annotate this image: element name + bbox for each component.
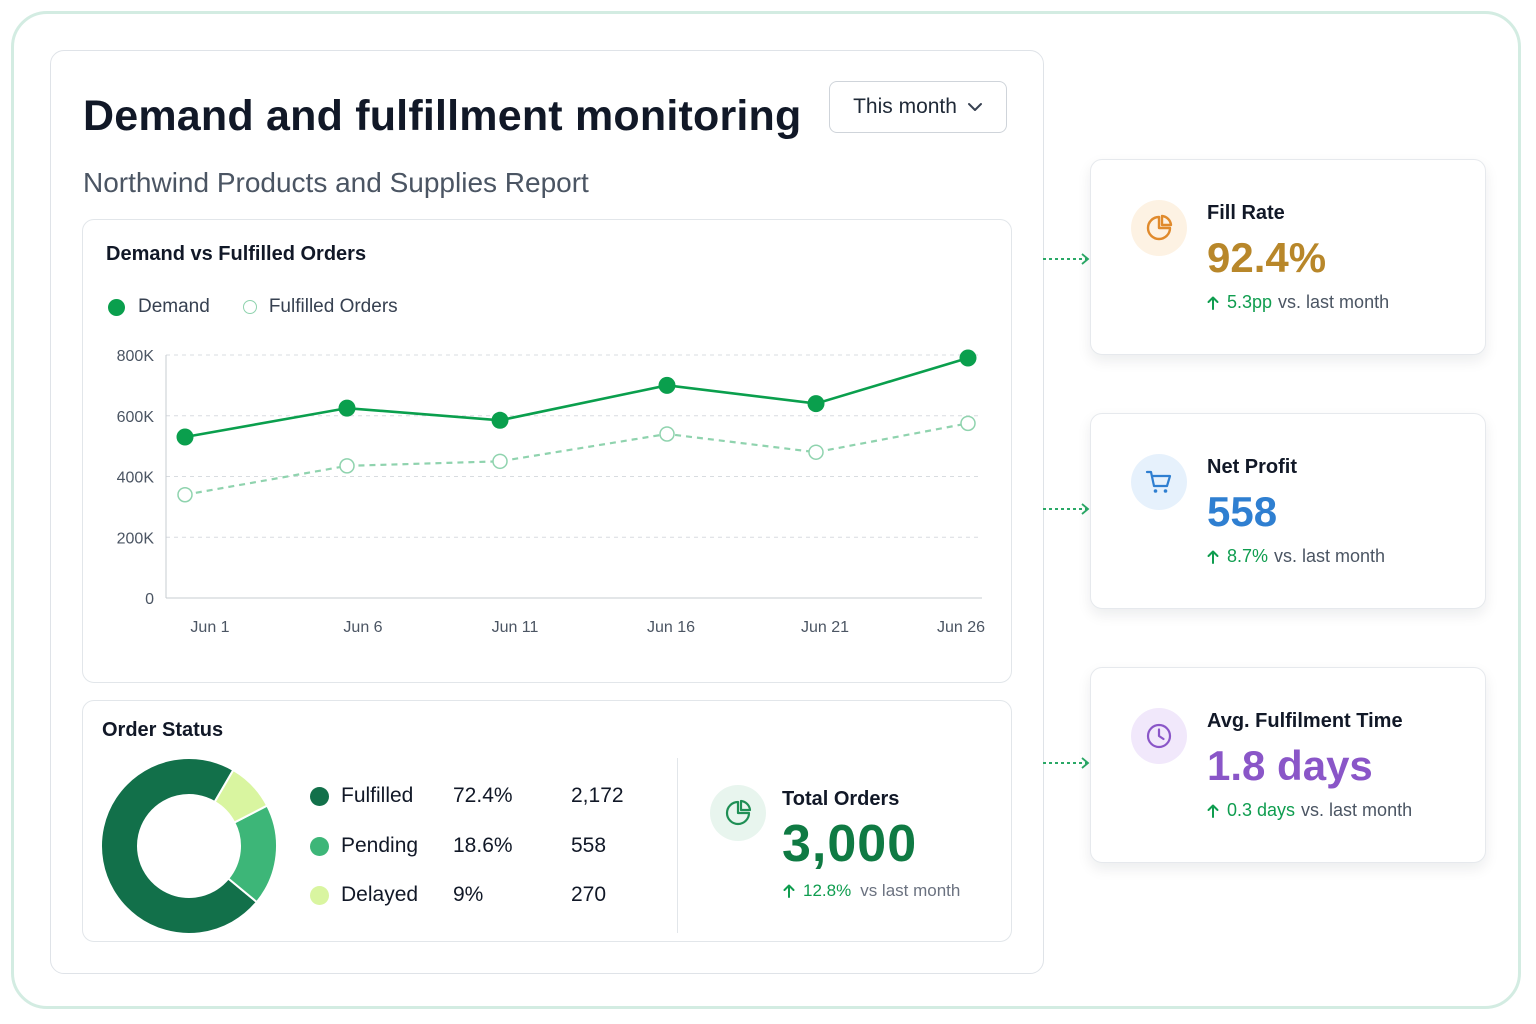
y-tick-label: 600K [117, 409, 155, 426]
connector-arrow [1043, 503, 1090, 515]
delta-suffix: vs. last month [1278, 292, 1390, 312]
demand-line [184, 356, 969, 439]
delta-value: 12.8% [803, 881, 852, 900]
outer-frame [11, 11, 1521, 1009]
fulfilled-orders-point [177, 486, 193, 503]
status-row-delayed: Delayed 9% 270 [310, 883, 606, 907]
total-orders-delta: 12.8% vs last month [783, 881, 960, 901]
status-label: Fulfilled [341, 784, 414, 807]
y-tick-label: 0 [145, 591, 154, 608]
connector-arrow [1043, 757, 1090, 769]
kpi-label: Fill Rate [1207, 202, 1285, 224]
connector-arrow [1043, 253, 1090, 265]
arrow-up-icon [1207, 296, 1219, 310]
y-tick-label: 400K [117, 470, 155, 487]
x-tick-label: Jun 26 [937, 619, 985, 636]
kpi-card-fulfilment-time[interactable]: Avg. Fulfilment Time 1.8 days 0.3 days v… [1090, 667, 1486, 863]
arrow-up-icon [1207, 804, 1219, 818]
fulfilled-orders-point [492, 453, 508, 470]
y-tick-label: 800K [117, 348, 155, 365]
status-dot [310, 836, 329, 856]
delta-value: 8.7% [1227, 546, 1269, 566]
status-label: Pending [341, 834, 419, 857]
demand-point [338, 399, 356, 417]
period-select[interactable]: This month [829, 81, 1007, 133]
kpi-label: Avg. Fulfilment Time [1207, 710, 1403, 732]
demand-point [176, 428, 194, 446]
status-percent: 9% [453, 883, 484, 906]
x-tick-label: Jun 6 [343, 619, 382, 636]
delta-value: 0.3 days [1227, 800, 1296, 820]
line-chart-panel [82, 219, 1012, 683]
page-subtitle: Northwind Products and Supplies Report [83, 167, 589, 198]
clock-icon [1131, 708, 1187, 764]
kpi-delta: 5.3pp vs. last month [1207, 292, 1389, 313]
legend-dot-hollow [242, 300, 257, 314]
fulfilled-orders-point [659, 426, 675, 442]
kpi-value: 92.4% [1207, 234, 1327, 281]
status-label: Delayed [341, 883, 419, 906]
legend-item-fulfilled: Fulfilled Orders [242, 296, 398, 318]
donut-chart [100, 757, 278, 935]
chevron-down-icon [967, 103, 982, 111]
delta-suffix: vs. last month [1274, 546, 1386, 566]
y-tick-label: 200K [117, 530, 155, 547]
legend-label: Demand [138, 296, 210, 317]
delta-value: 5.3pp [1227, 292, 1273, 312]
delta-suffix: vs. last month [1301, 800, 1413, 820]
kpi-label: Net Profit [1207, 456, 1297, 478]
legend-item-demand: Demand [108, 296, 210, 318]
status-count: 270 [571, 883, 607, 906]
demand-point [658, 376, 676, 394]
x-tick-label: Jun 1 [190, 619, 229, 636]
kpi-card-net-profit[interactable]: Net Profit 558 8.7% vs. last month [1090, 413, 1486, 609]
kpi-card-fill-rate[interactable]: Fill Rate 92.4% 5.3pp vs. last month [1090, 159, 1486, 355]
line-chart: 0 200K 400K 600K 800K Jun 1 Jun 6 Jun 11 Jun 16 J… [117, 348, 985, 636]
status-percent: 18.6% [453, 834, 513, 857]
fulfilled-orders-point [808, 444, 824, 460]
status-count: 2,172 [571, 784, 624, 807]
kpi-delta: 0.3 days vs. last month [1207, 800, 1412, 821]
fulfilled-orders-line [184, 422, 969, 496]
cart-icon [1131, 454, 1187, 510]
demand-point [959, 349, 977, 367]
demand-point [807, 395, 825, 413]
donut-slice-fulfilled [100, 757, 259, 935]
status-percent: 72.4% [453, 784, 513, 807]
kpi-value: 1.8 days [1207, 742, 1373, 789]
x-tick-label: Jun 16 [647, 619, 695, 636]
kpi-delta: 8.7% vs. last month [1207, 546, 1385, 567]
status-row-fulfilled: Fulfilled 72.4% 2,172 [310, 784, 624, 808]
line-chart-title: Demand vs Fulfilled Orders [106, 243, 367, 265]
donut-slice-delayed [213, 768, 269, 824]
kpi-value: 558 [1207, 488, 1278, 535]
status-dot [310, 885, 329, 905]
divider [677, 758, 678, 933]
delta-suffix: vs last month [860, 881, 961, 900]
total-orders-label: Total Orders [782, 788, 900, 810]
legend-dot-solid [108, 298, 125, 316]
period-select-value: This month [853, 95, 957, 118]
x-tick-label: Jun 11 [492, 619, 539, 636]
status-row-pending: Pending 18.6% 558 [310, 834, 606, 858]
chart-legend: Demand Fulfilled Orders [108, 296, 431, 318]
page-title: Demand and fulfillment monitoring [83, 92, 802, 140]
demand-point [491, 411, 509, 429]
x-tick-label: Jun 21 [801, 619, 849, 636]
status-dot [310, 786, 329, 806]
fulfilled-orders-point [960, 415, 976, 432]
order-status-title: Order Status [102, 719, 224, 741]
arrow-up-icon [783, 884, 795, 898]
arrow-up-icon [1207, 550, 1219, 564]
fulfilled-orders-point [339, 458, 355, 474]
total-orders-value: 3,000 [782, 815, 918, 873]
pie-chart-icon [710, 785, 766, 841]
pie-chart-icon [1131, 200, 1187, 256]
legend-label: Fulfilled Orders [268, 296, 398, 317]
status-count: 558 [571, 834, 607, 857]
